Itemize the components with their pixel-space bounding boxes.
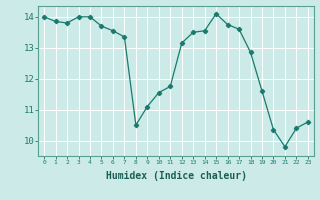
X-axis label: Humidex (Indice chaleur): Humidex (Indice chaleur) bbox=[106, 171, 246, 181]
